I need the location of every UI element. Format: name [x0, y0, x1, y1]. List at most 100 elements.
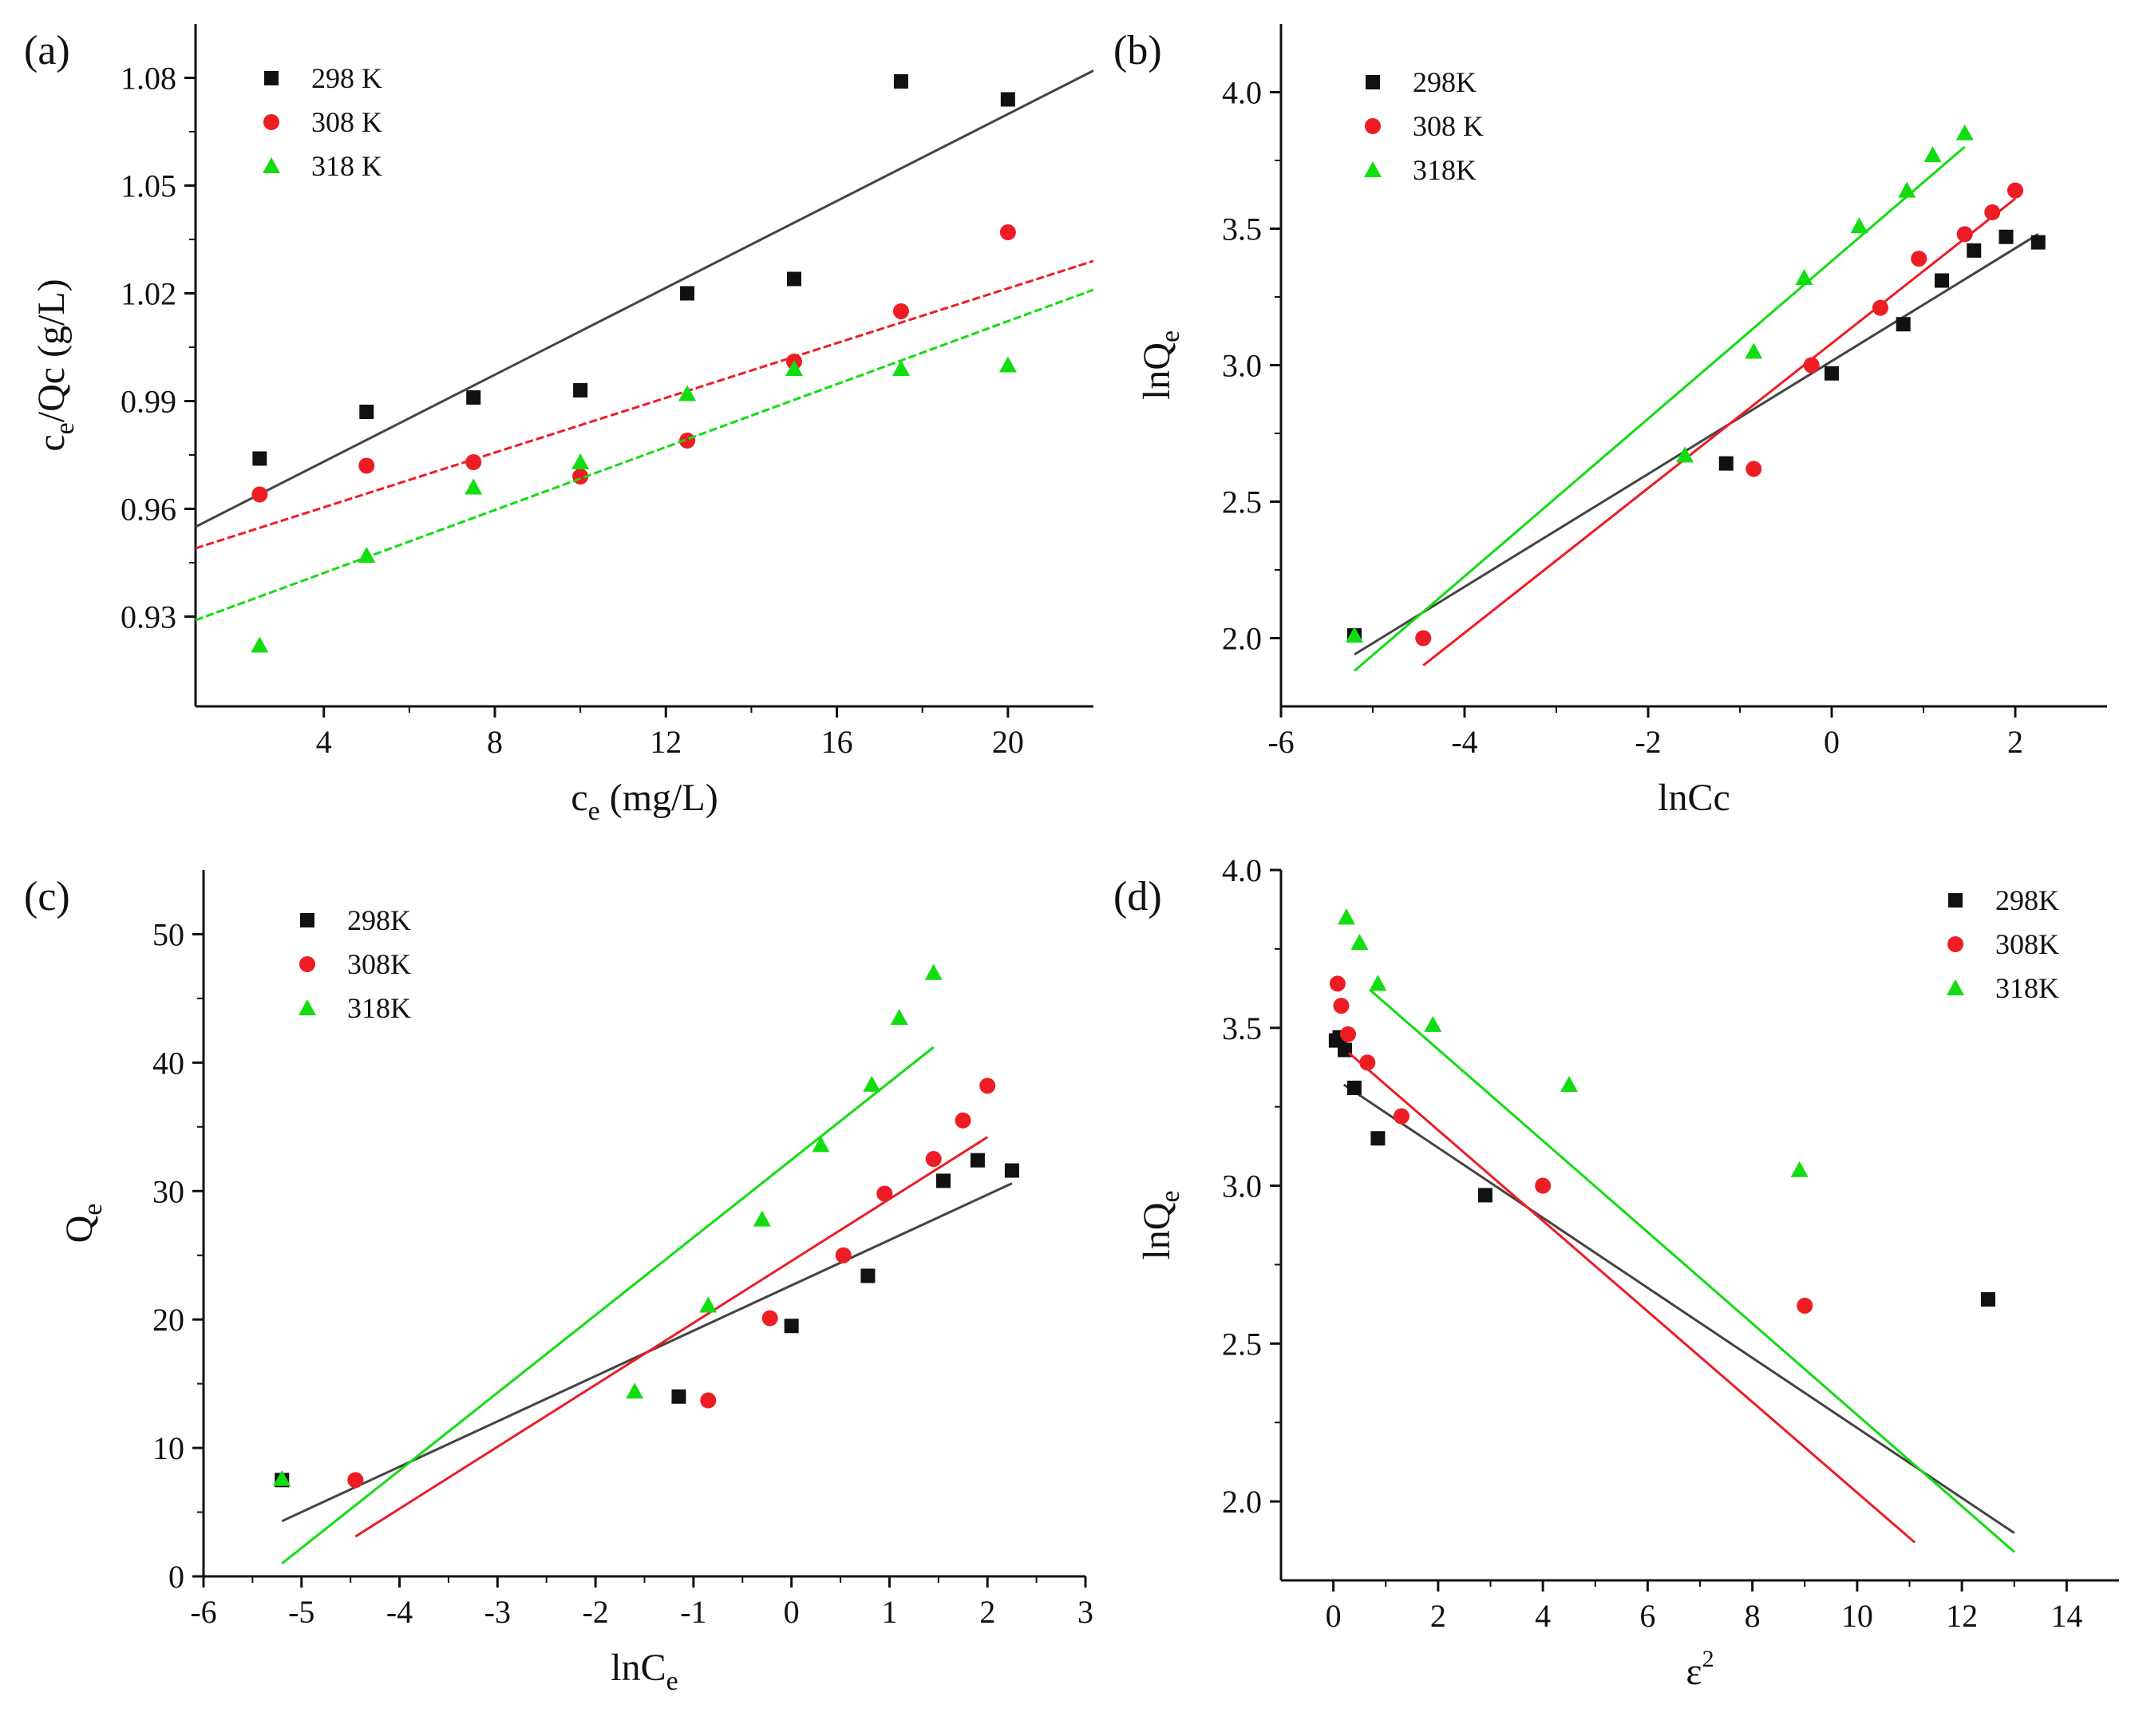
legend-marker: [264, 71, 279, 85]
legend-label: 308K: [1995, 928, 2059, 960]
x-tick-label: 12: [650, 724, 682, 760]
data-point-318K: [1338, 908, 1356, 925]
y-tick-label: 20: [152, 1302, 184, 1338]
data-point-308K: [1872, 299, 1888, 316]
y-axis-label-rest: /Qc (g/L): [30, 279, 73, 422]
y-axis-label: lnQe: [1136, 330, 1185, 400]
data-point-298K: [1980, 1291, 1995, 1307]
data-point-298K: [680, 286, 695, 301]
y-tick-label: 50: [152, 916, 184, 952]
data-point-308K: [1359, 1054, 1376, 1071]
legend-label: 298K: [347, 904, 411, 936]
data-point-308K: [1415, 630, 1432, 647]
x-tick-label: 8: [487, 724, 503, 760]
data-point-318K: [1790, 1161, 1809, 1177]
x-axis-label: ce (mg/L): [571, 777, 718, 826]
legend-marker: [1948, 893, 1963, 908]
data-point-308K: [955, 1112, 971, 1129]
y-axis-label: ce/Qc (g/L): [30, 279, 80, 451]
data-point-298K: [1346, 1080, 1362, 1095]
data-point-298K: [2030, 235, 2046, 250]
data-point-318K: [571, 453, 590, 469]
data-point-308K: [358, 457, 375, 474]
x-tick-label: 10: [1841, 1598, 1873, 1634]
data-point-308K: [1535, 1177, 1552, 1194]
data-point-308K: [1956, 226, 1973, 243]
y-tick-label: 3.0: [1222, 1169, 1262, 1204]
fit-line-298K: [195, 69, 1094, 528]
fit-line-308K: [195, 259, 1094, 550]
data-point-318K: [251, 636, 269, 653]
data-point-298K: [359, 405, 374, 419]
fit-line-318K: [195, 288, 1094, 622]
legend-label: 318K: [1413, 154, 1477, 186]
data-point-318K: [358, 547, 376, 563]
legend-marker: [300, 913, 314, 927]
legend-label: 298K: [1413, 66, 1477, 98]
legend-marker: [263, 114, 279, 130]
legend-label: 318K: [347, 992, 411, 1024]
legend-label: 308 K: [1413, 110, 1484, 142]
fit-line-308K: [1422, 197, 2016, 666]
data-point-298K: [1825, 366, 1839, 381]
y-tick-label: 4.0: [1222, 75, 1262, 111]
y-tick-label: 3.0: [1222, 348, 1262, 384]
y-tick-label: 3.5: [1222, 212, 1262, 247]
data-point-298K: [1004, 1163, 1019, 1178]
x-tick-label: 0: [784, 1594, 800, 1630]
y-axis-label-sub: e: [1156, 330, 1185, 342]
x-tick-label: 2: [1430, 1598, 1446, 1634]
data-point-318K: [1955, 124, 1974, 140]
y-axis-label: lnQe: [1136, 1190, 1185, 1259]
data-point-318K: [465, 478, 483, 495]
legend-label: 318K: [1995, 972, 2059, 1004]
x-axis-label-main: lnC: [611, 1647, 666, 1689]
data-point-298K: [573, 383, 588, 397]
data-point-298K: [1370, 1131, 1386, 1146]
data-point-298K: [893, 74, 908, 89]
data-point-318K: [924, 963, 943, 980]
data-point-298K: [1000, 92, 1015, 107]
data-point-298K: [784, 1319, 799, 1334]
legend-marker: [1947, 979, 1964, 995]
x-tick-label: 0: [1326, 1598, 1342, 1634]
data-point-318K: [890, 1009, 908, 1026]
y-axis-label-main: lnQ: [1136, 342, 1178, 400]
data-point-308K: [347, 1472, 364, 1489]
data-point-308K: [1329, 975, 1346, 992]
data-point-308K: [925, 1151, 942, 1168]
data-point-308K: [876, 1185, 893, 1202]
x-tick-label: 1: [881, 1594, 897, 1630]
y-axis-label-sub: e: [1156, 1190, 1185, 1202]
legend-label: 298 K: [311, 62, 382, 94]
y-tick-label: 4.0: [1222, 852, 1262, 888]
y-tick-label: 40: [152, 1045, 184, 1081]
data-point-318K: [1745, 342, 1763, 359]
data-point-298K: [1896, 317, 1911, 332]
legend-label: 298K: [1995, 884, 2059, 916]
x-tick-label: -4: [386, 1594, 413, 1630]
data-point-308K: [700, 1392, 717, 1409]
data-point-298K: [671, 1389, 686, 1404]
legend-marker: [1947, 936, 1963, 952]
x-tick-label: 2: [2007, 724, 2023, 760]
data-point-298K: [1935, 273, 1949, 288]
x-tick-label: -4: [1451, 724, 1477, 760]
data-point-308K: [251, 486, 268, 503]
x-tick-label: -6: [1267, 724, 1294, 760]
data-point-318K: [1898, 181, 1916, 198]
y-tick-label: 0: [168, 1559, 184, 1595]
data-point-318K: [753, 1210, 771, 1227]
x-tick-label: 12: [1946, 1598, 1978, 1634]
data-point-308K: [761, 1310, 778, 1327]
data-point-318K: [1350, 933, 1369, 950]
data-point-318K: [1923, 146, 1942, 163]
data-point-318K: [273, 1469, 291, 1486]
data-point-308K: [2007, 182, 2023, 199]
legend-marker: [299, 956, 315, 972]
data-point-298K: [970, 1153, 985, 1168]
data-point-298K: [1338, 1042, 1353, 1058]
panel-label: (c): [24, 874, 70, 919]
data-point-298K: [860, 1268, 876, 1283]
